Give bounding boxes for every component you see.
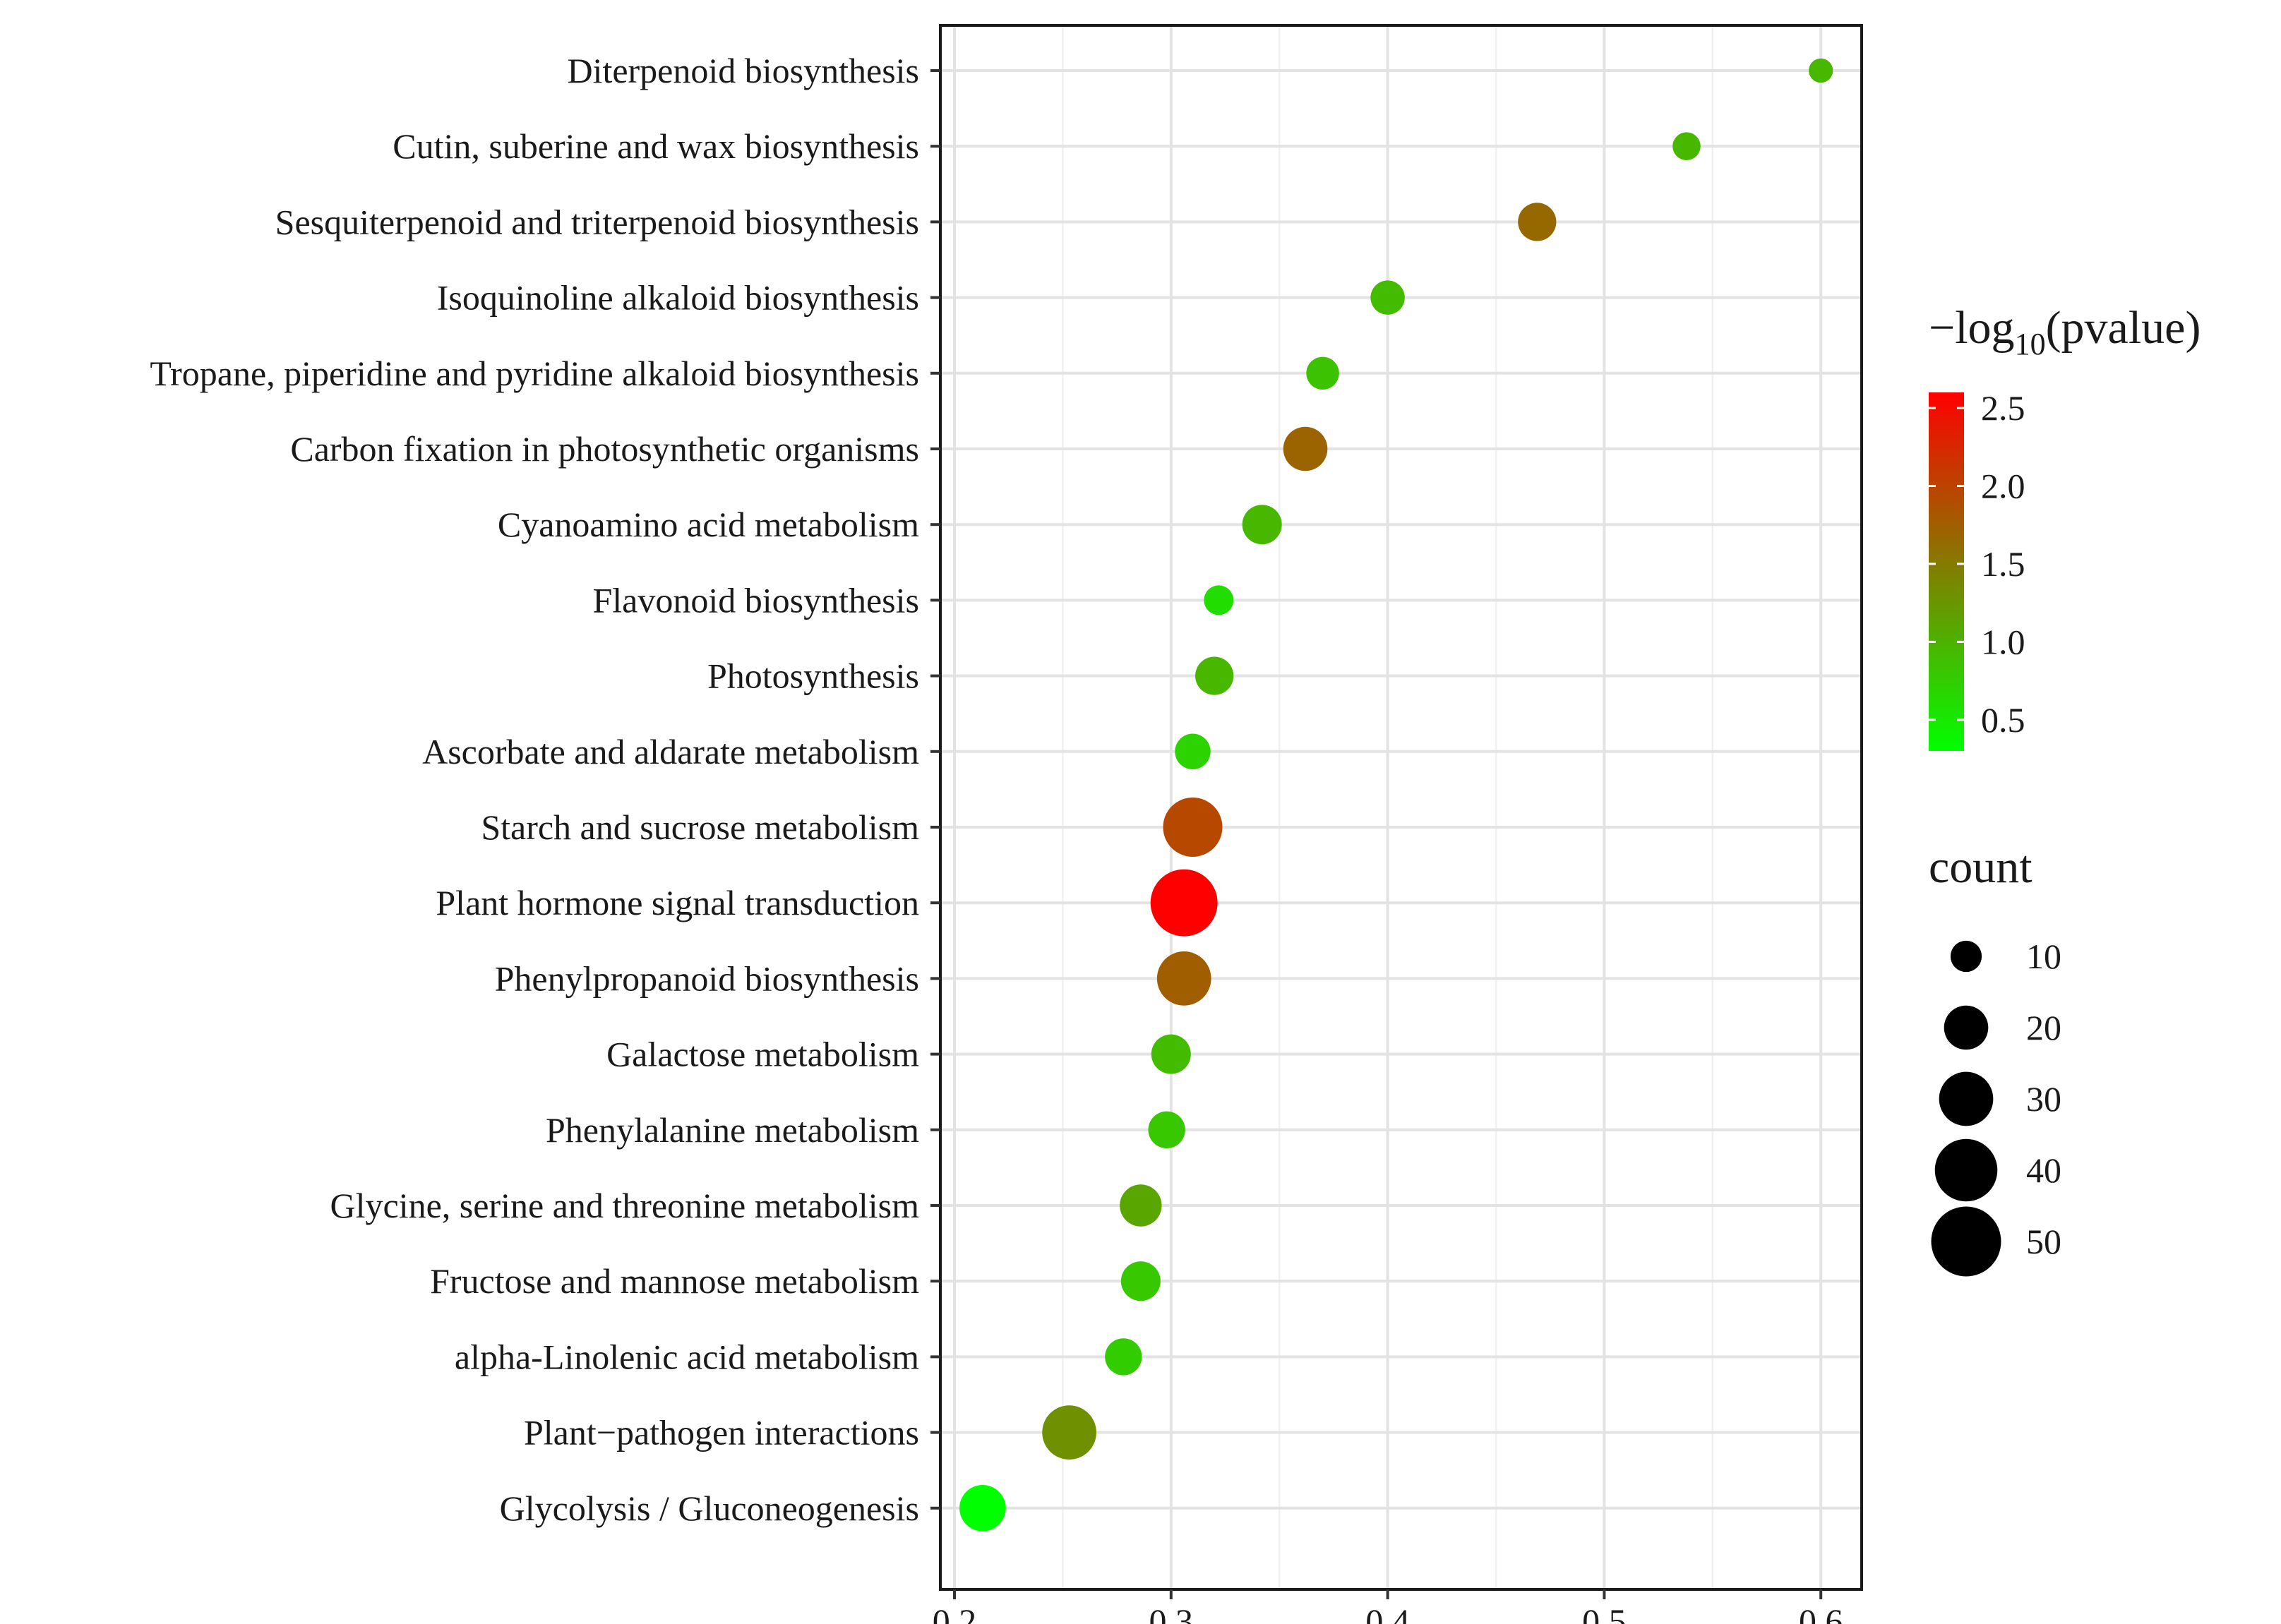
data-point [1120,1261,1161,1301]
size-legend-keys: 10 20 30 40 50 [1931,937,2061,1277]
x-tick-label: 0.5 [1582,1601,1627,1624]
size-legend-key [1931,1206,2001,1277]
plot-panel-border [939,24,1863,1591]
y-tick-label: Flavonoid biosynthesis [592,580,919,620]
data-point [1242,505,1282,545]
data-point [1370,280,1405,315]
data-point [1151,1034,1191,1074]
y-tick-label: Starch and sucrose metabolism [481,807,919,847]
x-tick-label: 0.2 [933,1601,977,1624]
y-tick-label: Plant−pathogen interactions [524,1413,919,1452]
color-legend-title: −log10(pvalue) [1929,302,2201,361]
color-legend-title-prefix: −log [1929,302,2015,354]
data-point [1306,356,1339,390]
size-legend-label: 50 [2026,1222,2061,1261]
y-tick-label: Tropane, piperidine and pyridine alkaloi… [150,354,919,393]
colorbar: 2.5 2.0 1.5 1.0 0.5 [1929,388,2025,751]
x-axis: 0.2 0.3 0.4 0.5 0.6 [933,1589,1843,1624]
y-tick-label: Diterpenoid biosynthesis [567,51,919,90]
data-point [1163,798,1223,857]
data-point [1204,585,1234,615]
size-legend-label: 10 [2026,937,2061,976]
color-legend-title-suffix: (pvalue) [2046,302,2201,354]
color-legend: −log10(pvalue) 2.5 2.0 1.5 1.0 0.5 [1929,302,2201,751]
size-legend: count 10 20 30 40 50 [1929,841,2061,1277]
size-legend-key [1934,1138,1998,1202]
data-point [1148,1111,1185,1148]
y-tick-label: alpha-Linolenic acid metabolism [455,1337,919,1376]
data-point [1120,1184,1162,1227]
data-point [1672,132,1701,160]
colorbar-bar [1929,392,1964,751]
data-point [959,1484,1006,1532]
y-tick-label: Ascorbate and aldarate metabolism [422,732,919,771]
data-point [1518,203,1557,241]
size-legend-key [1944,1005,1989,1050]
colorbar-tick-label: 1.0 [1981,622,2025,661]
data-point [1175,733,1211,770]
y-tick-label: Galactose metabolism [606,1035,919,1074]
y-tick-label: Sesquiterpenoid and triterpenoid biosynt… [275,202,919,241]
data-point [1195,656,1234,695]
colorbar-tick-label: 2.5 [1981,388,2025,428]
x-tick-label: 0.4 [1365,1601,1410,1624]
y-tick-label: Phenylpropanoid biosynthesis [495,958,919,998]
y-tick-label: Cutin, suberine and wax biosynthesis [393,126,919,166]
size-legend-label: 40 [2026,1150,2061,1190]
colorbar-tick-label: 2.0 [1981,467,2025,506]
y-tick-label: Cyanoamino acid metabolism [498,505,919,544]
x-tick-label: 0.3 [1149,1601,1194,1624]
y-axis: Diterpenoid biosynthesis Cutin, suberine … [150,51,940,1528]
grid-lines [940,25,1862,1589]
y-tick-label: Carbon fixation in photosynthetic organi… [290,429,919,469]
size-legend-label: 30 [2026,1079,2061,1119]
data-point [1042,1405,1096,1460]
data-point [1156,951,1211,1006]
color-legend-title-subscript: 10 [2015,327,2046,361]
colorbar-tick-label: 1.5 [1981,544,2025,584]
size-legend-label: 20 [2026,1008,2061,1047]
data-point [1283,426,1328,471]
y-tick-label: Phenylalanine metabolism [546,1110,919,1150]
y-tick-label: Photosynthesis [707,656,919,696]
y-tick-label: Glycolysis / Gluconeogenesis [500,1488,919,1528]
size-legend-title: count [1929,841,2032,893]
y-tick-label: Isoquinoline alkaloid biosynthesis [437,278,919,318]
size-legend-key [1950,940,1982,973]
y-tick-label: Fructose and mannose metabolism [430,1261,919,1301]
data-points [959,58,1833,1532]
data-point [1105,1338,1142,1376]
data-point [1809,58,1833,83]
data-point [1150,869,1218,937]
size-legend-key [1939,1071,1994,1126]
x-tick-label: 0.6 [1799,1601,1843,1624]
y-tick-label: Plant hormone signal transduction [436,883,919,922]
colorbar-tick-label: 0.5 [1981,700,2025,740]
y-tick-label: Glycine, serine and threonine metabolism [330,1186,920,1225]
